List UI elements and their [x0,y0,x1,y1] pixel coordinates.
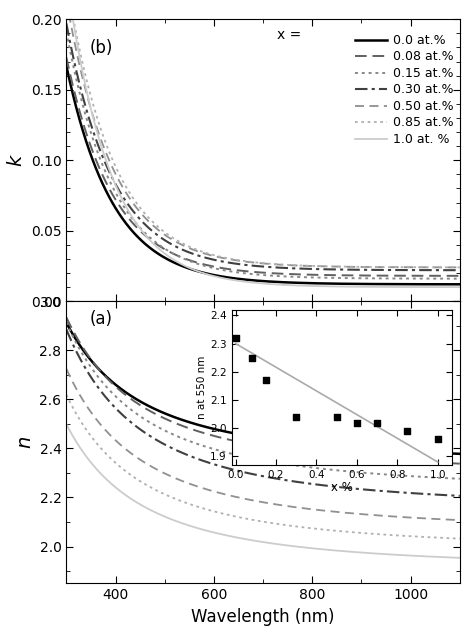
Text: (a): (a) [90,310,113,328]
Y-axis label: k: k [6,154,25,166]
Y-axis label: n: n [15,436,34,449]
X-axis label: Wavelength (nm): Wavelength (nm) [191,608,335,626]
Legend: 0.0 at.%, 0.08 at.%, 0.15 at.%, 0.30 at.%, 0.50 at.%, 0.85 at.%, 1.0 at. %: 0.0 at.%, 0.08 at.%, 0.15 at.%, 0.30 at.… [356,34,454,146]
Text: x =: x = [277,28,301,42]
Text: (b): (b) [90,39,113,57]
